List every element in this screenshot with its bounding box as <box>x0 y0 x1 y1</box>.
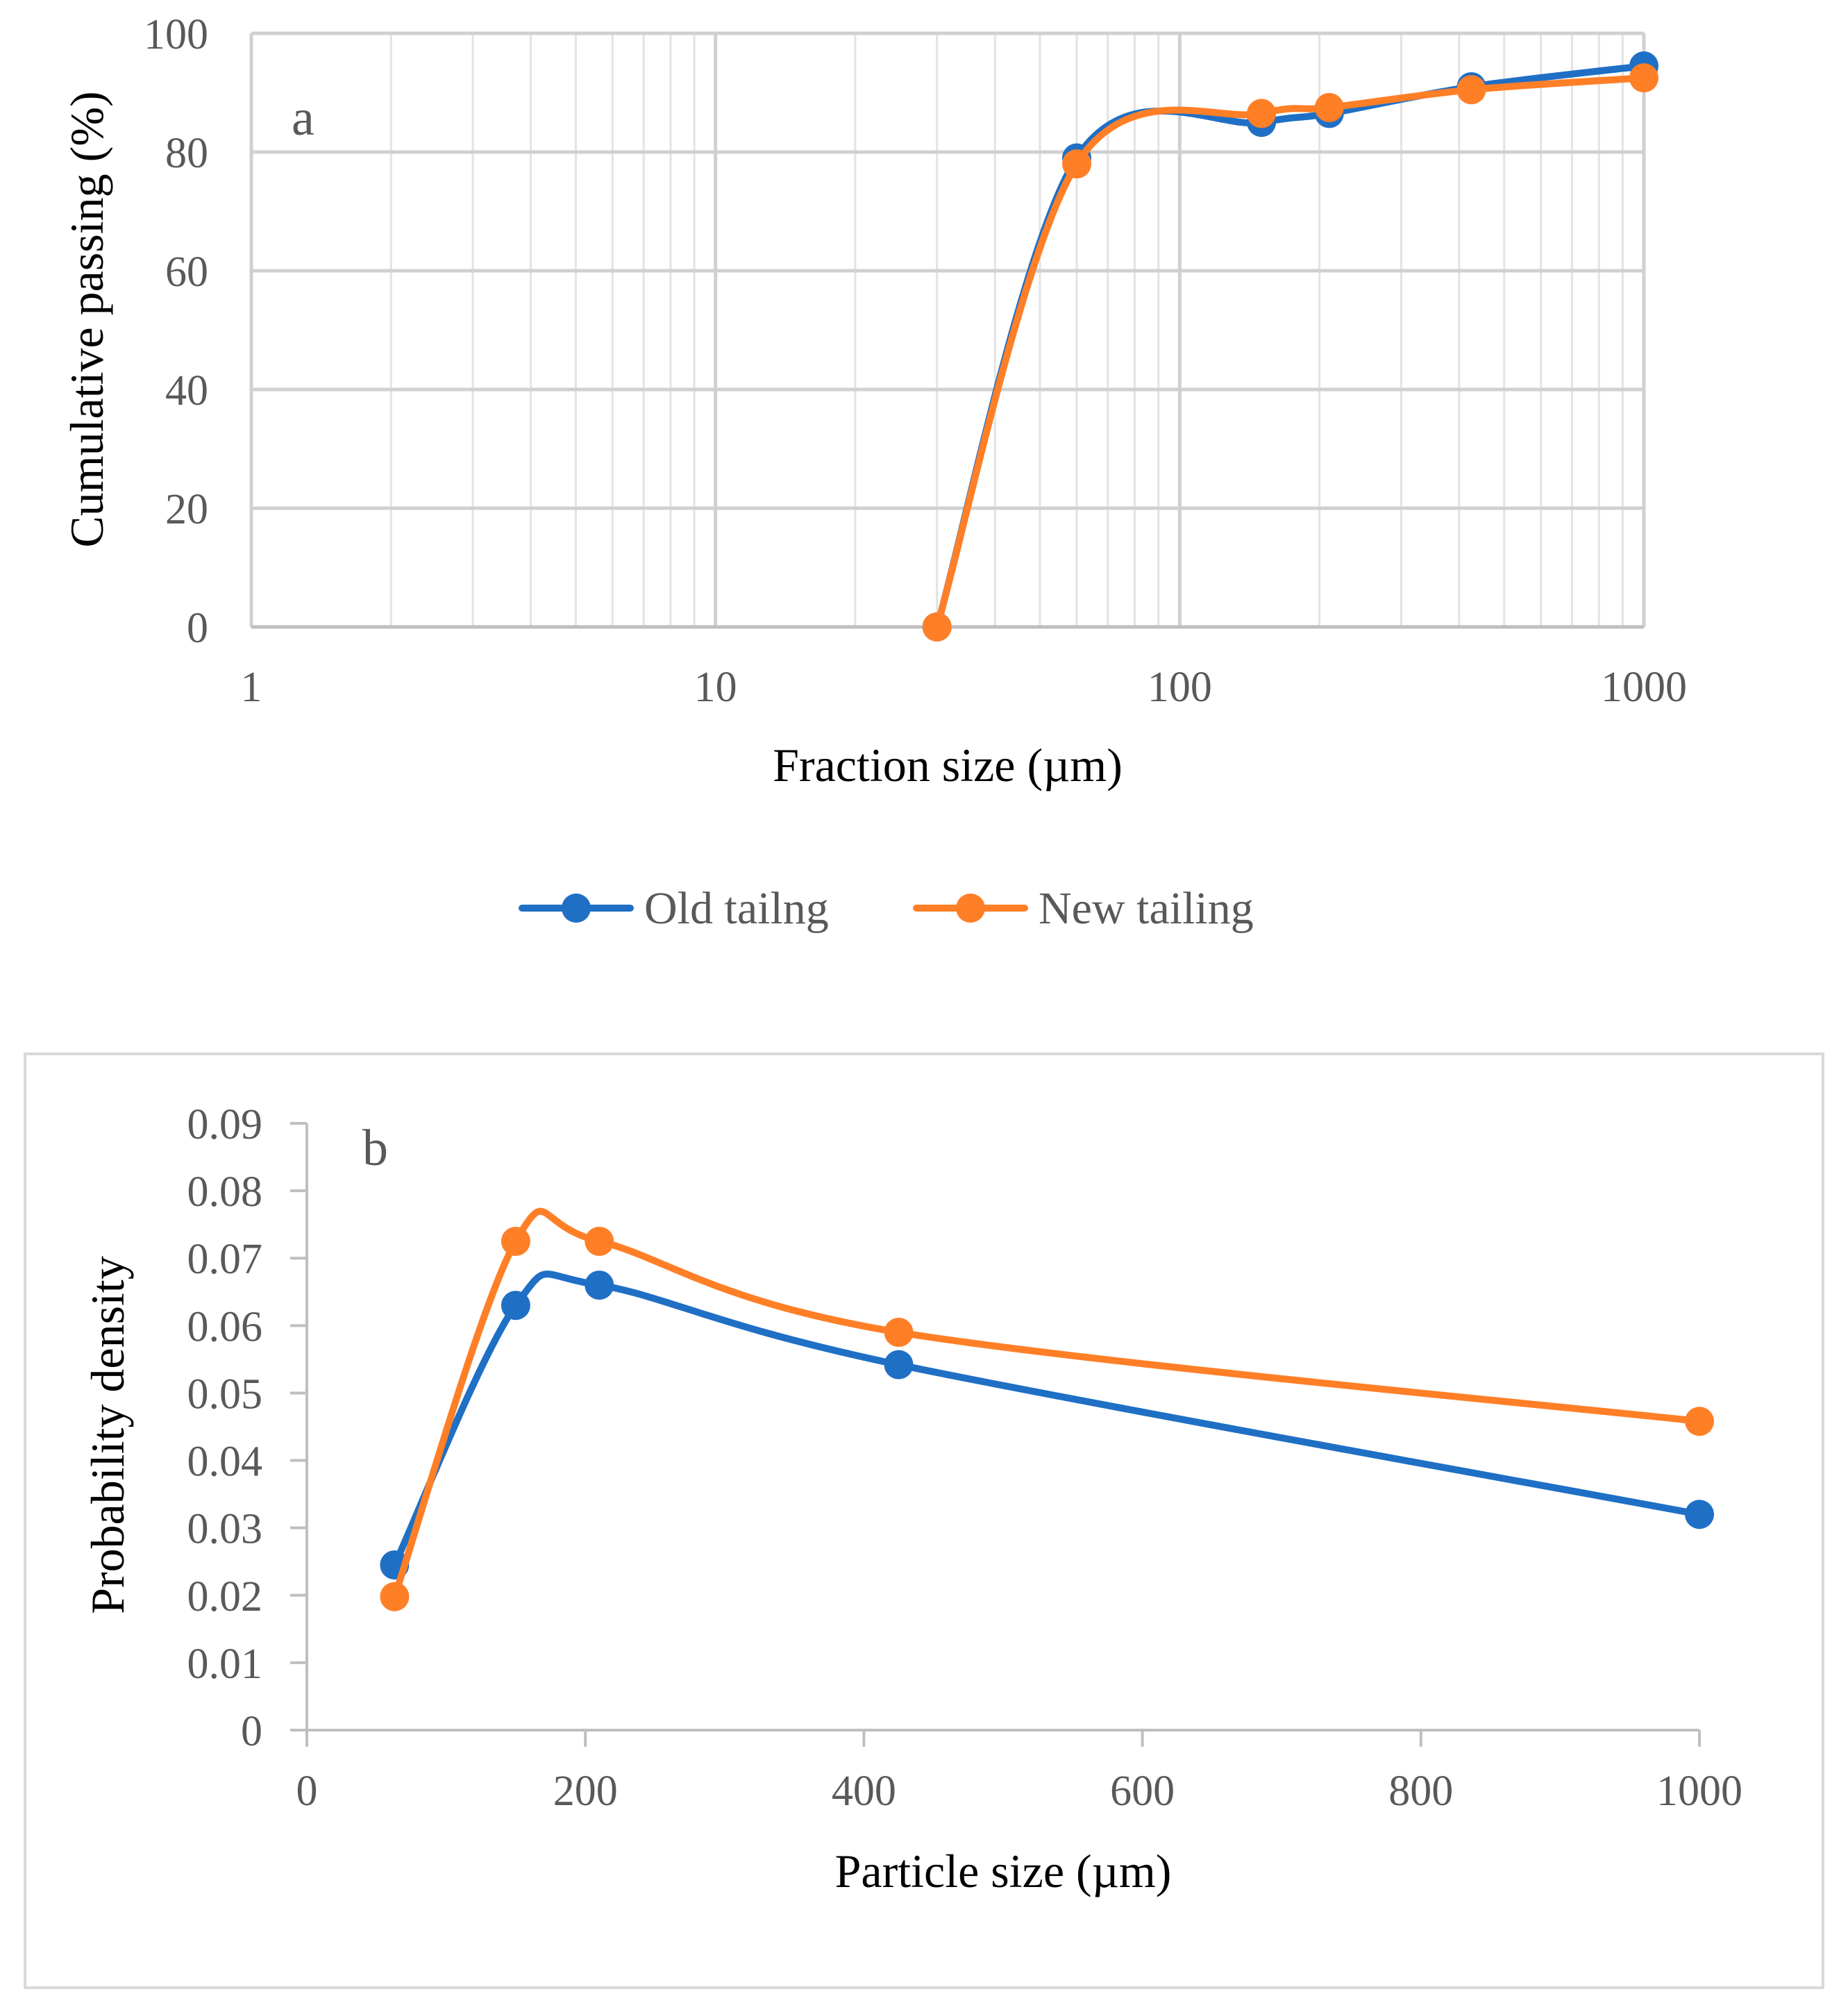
chart-a-point-new-tailing <box>922 612 952 642</box>
chart-a-series-new-tailing <box>922 63 1658 642</box>
chart-b-x-tick-label: 0 <box>296 1768 318 1815</box>
chart-a-point-new-tailing <box>1629 63 1658 93</box>
chart-b-x-tick-label: 200 <box>553 1768 618 1815</box>
legend: Old tailng New tailing <box>519 883 1254 934</box>
chart-b-x-axis-title: Particle size (µm) <box>835 1845 1172 1897</box>
chart-b-point-new-tailing <box>585 1226 614 1256</box>
chart-b-y-tick-label: 0 <box>241 1708 262 1755</box>
chart-b-y-tick-label: 0.02 <box>187 1573 263 1620</box>
chart-a-panel-label: a <box>292 90 314 146</box>
chart-b-series-new-tailing <box>380 1207 1714 1611</box>
chart-b-point-old-tailng <box>884 1350 914 1380</box>
chart-a-series-old-tailng <box>922 51 1658 642</box>
chart-a-y-tick-label: 40 <box>165 367 208 414</box>
legend-item-old: Old tailng <box>519 883 829 934</box>
legend-label-new: New tailing <box>1039 883 1254 934</box>
chart-a-tick-labels: 1 10 100 1000 0 20 40 60 80 100 <box>144 11 1687 711</box>
chart-a-line-new-tailing <box>933 74 1647 630</box>
chart-b-point-new-tailing <box>380 1582 410 1611</box>
chart-b-frame <box>24 1053 1824 1989</box>
chart-b-y-tick-label: 0.07 <box>187 1236 263 1283</box>
chart-b-tick-labels: 0 0.01 0.02 0.03 0.04 0.05 0.06 0.07 0.08 0.09 0 20… <box>187 1101 1743 1815</box>
chart-a-line-old-tailng <box>933 62 1647 630</box>
chart-a-x-tick-label: 1 <box>241 664 262 711</box>
chart-b-y-tick-label: 0.03 <box>187 1506 263 1553</box>
chart-b-point-new-tailing <box>1685 1407 1714 1436</box>
chart-b-x-tick-label: 400 <box>832 1768 896 1815</box>
legend-swatch-marker-new <box>956 894 985 923</box>
chart-b-y-tick-label: 0.08 <box>187 1168 263 1216</box>
chart-a-point-new-tailing <box>1061 149 1091 179</box>
chart-b-series <box>380 1207 1714 1611</box>
chart-a-point-new-tailing <box>1456 75 1486 105</box>
chart-a-x-tick-label: 10 <box>694 664 737 711</box>
legend-swatch-marker-old <box>562 894 591 923</box>
chart-a-x-axis-title: Fraction size (µm) <box>773 739 1123 791</box>
chart-b-panel-label: b <box>362 1120 388 1177</box>
chart-b-y-tick-label: 0.01 <box>187 1641 263 1688</box>
chart-b: 0 0.01 0.02 0.03 0.04 0.05 0.06 0.07 0.08 0.09 0 20… <box>24 1053 1824 1989</box>
chart-a-point-new-tailing <box>1247 99 1277 128</box>
chart-b-x-tick-label: 800 <box>1388 1768 1453 1815</box>
chart-a-y-axis-title: Cumulative passing (%) <box>60 91 113 547</box>
chart-b-point-new-tailing <box>501 1226 530 1256</box>
chart-b-point-old-tailng <box>1685 1500 1714 1529</box>
chart-b-line-old-tailng <box>391 1271 1703 1569</box>
chart-a-y-tick-label: 100 <box>144 11 208 58</box>
chart-b-y-tick-label: 0.04 <box>187 1439 263 1486</box>
chart-b-y-axis-title: Probability density <box>81 1256 134 1614</box>
chart-a-point-new-tailing <box>1314 92 1344 122</box>
chart-a-y-tick-label: 0 <box>187 605 208 652</box>
legend-label-old: Old tailng <box>644 883 829 934</box>
chart-b-line-new-tailing <box>391 1207 1703 1600</box>
chart-a-y-tick-label: 60 <box>165 249 208 296</box>
chart-a-y-tick-label: 80 <box>165 130 208 177</box>
chart-b-point-old-tailng <box>585 1271 614 1300</box>
chart-b-point-old-tailng <box>501 1291 530 1321</box>
chart-a: 1 10 100 1000 0 20 40 60 80 100 a Fraction size (… <box>60 11 1687 791</box>
chart-b-axis-ticks <box>290 1122 1701 1747</box>
chart-a-x-tick-label: 1000 <box>1601 664 1687 711</box>
chart-a-y-tick-label: 20 <box>165 486 208 533</box>
chart-b-y-tick-label: 0.06 <box>187 1303 263 1350</box>
chart-b-y-tick-label: 0.05 <box>187 1370 263 1418</box>
chart-b-x-tick-label: 600 <box>1110 1768 1175 1815</box>
chart-a-series <box>922 51 1658 642</box>
chart-a-gridlines <box>249 31 1646 627</box>
chart-b-y-tick-label: 0.09 <box>187 1101 263 1148</box>
chart-b-point-new-tailing <box>884 1318 914 1348</box>
legend-item-new: New tailing <box>913 883 1254 934</box>
chart-a-x-tick-label: 100 <box>1148 664 1212 711</box>
chart-b-series-old-tailng <box>380 1271 1714 1580</box>
chart-b-x-tick-label: 1000 <box>1656 1768 1742 1815</box>
